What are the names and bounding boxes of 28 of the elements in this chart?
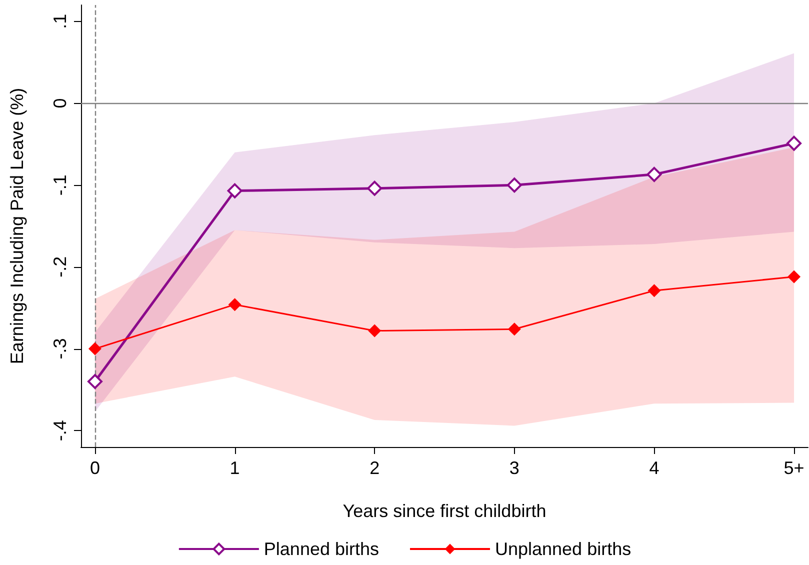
point xyxy=(786,136,802,151)
point xyxy=(368,324,382,338)
x-tick-label: 2 xyxy=(370,458,380,478)
x-tick-label: 4 xyxy=(649,458,660,478)
y-axis-title: Earnings Including Paid Leave (%) xyxy=(7,88,27,364)
y-tick-label: -.2 xyxy=(50,256,70,278)
point xyxy=(87,374,102,390)
point xyxy=(646,166,662,182)
y-tick-label: 0 xyxy=(50,98,70,108)
x-tick-label: 3 xyxy=(509,458,520,478)
x-tick-label: 5+ xyxy=(784,458,804,478)
y-tick-label: -.4 xyxy=(50,420,70,442)
point xyxy=(88,342,102,356)
point xyxy=(648,284,661,298)
x-tick-label: 0 xyxy=(90,458,100,478)
x-tick-label: 1 xyxy=(230,458,240,478)
y-tick-label: -.3 xyxy=(50,338,70,360)
point xyxy=(506,178,522,193)
y-tick-label: .1 xyxy=(50,14,70,29)
point xyxy=(788,270,801,284)
legend-label: Unplanned births xyxy=(494,539,632,559)
point xyxy=(508,322,521,336)
legend-label: Planned births xyxy=(264,539,379,559)
y-tick-label: -.1 xyxy=(50,174,70,196)
point xyxy=(228,298,242,312)
point xyxy=(227,183,242,198)
x-axis-title: Years since first childbirth xyxy=(342,501,546,521)
point xyxy=(367,180,382,196)
